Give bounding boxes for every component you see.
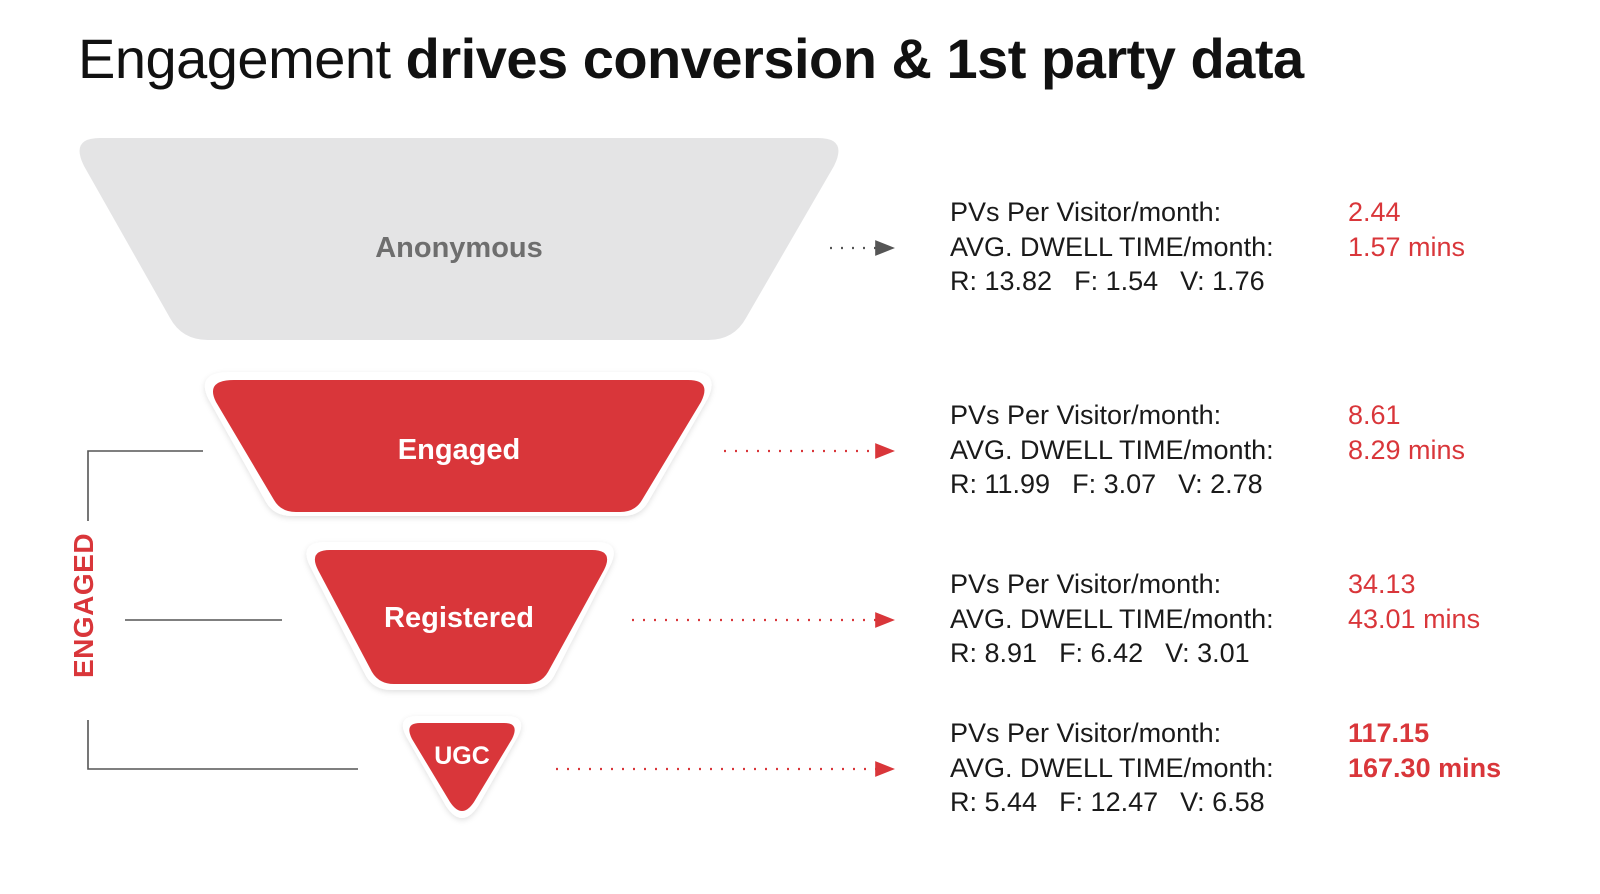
f-value: F: 3.07: [1072, 469, 1157, 499]
stage-label-registered: Registered: [384, 602, 534, 634]
funnel-stage-anonymous: Anonymous: [79, 138, 839, 340]
rfv-values: R: 5.44 F: 12.47 V: 6.58: [950, 785, 1287, 820]
pvs-value: 8.61: [1348, 400, 1401, 430]
pvs-label: PVs Per Visitor/month:: [950, 718, 1222, 748]
dwell-value: 8.29 mins: [1348, 434, 1466, 465]
pvs-label: PVs Per Visitor/month:: [950, 197, 1222, 227]
r-value: R: 5.44: [950, 787, 1038, 817]
v-value: V: 6.58: [1180, 787, 1265, 817]
engaged-side-label: ENGAGED: [68, 532, 99, 678]
dwell-label: AVG. DWELL TIME/month:: [950, 434, 1274, 465]
dwell-value: 167.30 mins: [1348, 752, 1502, 783]
pvs-value: 117.15: [1348, 718, 1430, 748]
r-value: R: 13.82: [950, 266, 1053, 296]
pvs-value: 34.13: [1348, 569, 1416, 599]
stage-label-engaged: Engaged: [398, 434, 520, 466]
pvs-label: PVs Per Visitor/month:: [950, 400, 1222, 430]
pvs-value: 2.44: [1348, 197, 1401, 227]
dwell-value: 1.57 mins: [1348, 231, 1466, 262]
r-value: R: 8.91: [950, 638, 1038, 668]
stage-label-anonymous: Anonymous: [375, 232, 543, 264]
v-value: V: 3.01: [1165, 638, 1250, 668]
funnel-stage-registered: Registered: [306, 542, 614, 690]
engaged-bracket: [87, 450, 358, 770]
funnel-stage-engaged: Engaged: [204, 372, 712, 516]
rfv-values: R: 11.99 F: 3.07 V: 2.78: [950, 467, 1285, 502]
page-title: Engagement drives conversion & 1st party…: [78, 26, 1304, 91]
rfv-values: R: 8.91 F: 6.42 V: 3.01: [950, 636, 1272, 671]
title-bold: drives conversion & 1st party data: [405, 27, 1305, 90]
v-value: V: 2.78: [1178, 469, 1263, 499]
f-value: F: 6.42: [1059, 638, 1144, 668]
rfv-values: R: 13.82 F: 1.54 V: 1.76: [950, 264, 1287, 299]
funnel-stage-ugc: UGC: [402, 716, 522, 818]
r-value: R: 11.99: [950, 469, 1051, 499]
title-light: Engagement: [78, 27, 391, 90]
dwell-label: AVG. DWELL TIME/month:: [950, 231, 1274, 262]
dwell-value: 43.01 mins: [1348, 603, 1481, 634]
v-value: V: 1.76: [1180, 266, 1265, 296]
f-value: F: 1.54: [1074, 266, 1159, 296]
f-value: F: 12.47: [1059, 787, 1159, 817]
dwell-label: AVG. DWELL TIME/month:: [950, 603, 1274, 634]
stage-label-ugc: UGC: [434, 742, 490, 770]
dwell-label: AVG. DWELL TIME/month:: [950, 752, 1274, 783]
pvs-label: PVs Per Visitor/month:: [950, 569, 1222, 599]
